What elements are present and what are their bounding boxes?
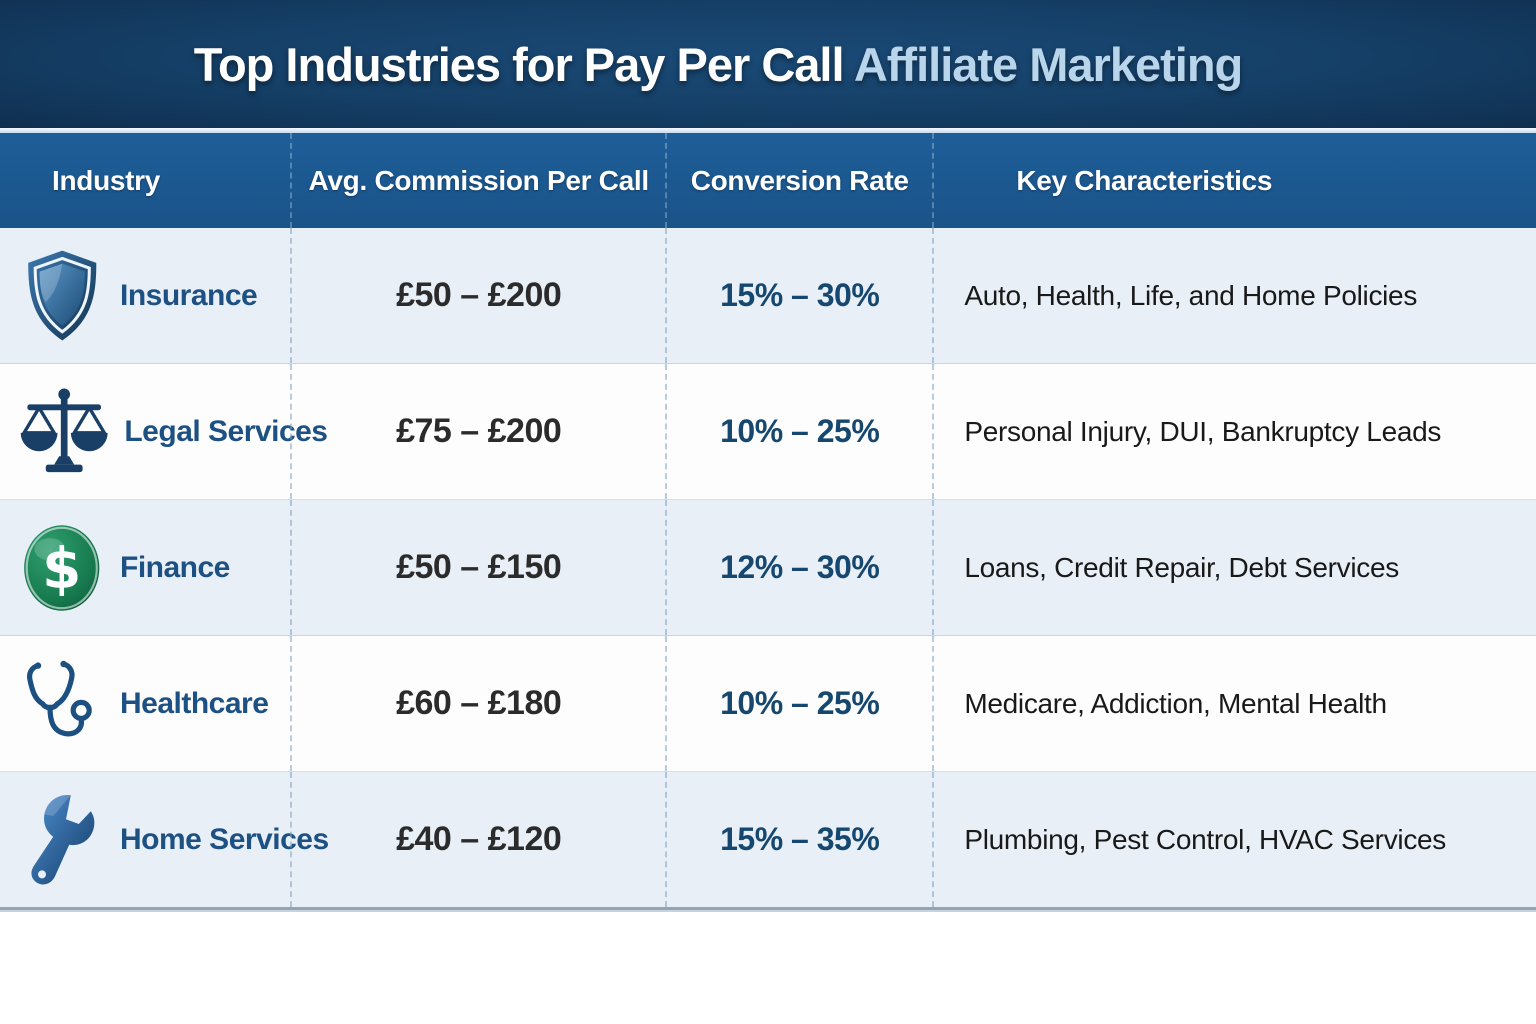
conversion-value: 15% – 35%	[665, 772, 932, 907]
column-header-industry: Industry	[52, 164, 161, 196]
characteristics-text: Plumbing, Pest Control, HVAC Services	[932, 772, 1536, 907]
characteristics-text: Personal Injury, DUI, Bankruptcy Leads	[932, 364, 1536, 499]
table-body: Insurance £50 – £200 15% – 30% Auto, Hea…	[0, 228, 1536, 910]
conversion-value: 10% – 25%	[665, 364, 932, 499]
conversion-value: 12% – 30%	[665, 500, 932, 635]
dollar-icon: $	[14, 521, 110, 615]
title-band: Top Industries for Pay Per Call Affiliat…	[0, 0, 1536, 128]
characteristics-text: Medicare, Addiction, Mental Health	[932, 636, 1536, 771]
table-row: Home Services £40 – £120 15% – 35% Plumb…	[0, 772, 1536, 910]
commission-value: £50 – £150	[290, 500, 665, 635]
table-header: Industry Avg. Commission Per Call Conver…	[0, 133, 1536, 228]
header-top-strip	[0, 128, 1536, 133]
column-header-conversion: Conversion Rate	[665, 133, 932, 228]
industry-cell: Healthcare	[0, 636, 290, 771]
column-header-characteristics: Key Characteristics	[932, 133, 1536, 228]
page-title: Top Industries for Pay Per Call Affiliat…	[193, 37, 1244, 92]
conversion-value: 15% – 30%	[665, 228, 932, 363]
characteristics-text: Auto, Health, Life, and Home Policies	[932, 228, 1536, 363]
industry-cell: Home Services	[0, 772, 329, 907]
industry-name: Home Services	[120, 822, 329, 856]
column-header-commission: Avg. Commission Per Call	[290, 133, 665, 228]
industry-name: Insurance	[120, 278, 258, 312]
commission-value: £50 – £200	[290, 228, 665, 363]
svg-text:$: $	[42, 536, 81, 601]
industry-cell: Legal Services	[0, 364, 328, 499]
scales-icon	[14, 386, 114, 478]
commission-value: £40 – £120	[290, 772, 665, 907]
industry-cell: Insurance	[0, 228, 290, 363]
industry-name: Healthcare	[120, 686, 269, 720]
commission-value: £75 – £200	[290, 364, 665, 499]
industry-cell: $ Finance	[0, 500, 290, 635]
table-row: $ Finance £50 – £150 12% – 30% Loans, Cr…	[0, 500, 1536, 636]
table-row: Insurance £50 – £200 15% – 30% Auto, Hea…	[0, 228, 1536, 364]
characteristics-text: Loans, Credit Repair, Debt Services	[932, 500, 1536, 635]
commission-value: £60 – £180	[290, 636, 665, 771]
table-row: Healthcare £60 – £180 10% – 25% Medicare…	[0, 636, 1536, 772]
industry-name: Finance	[120, 550, 230, 584]
industry-name: Legal Services	[124, 414, 328, 448]
wrench-icon	[14, 792, 110, 888]
title-accent: Affiliate Marketing	[853, 37, 1243, 91]
shield-icon	[14, 248, 110, 344]
conversion-value: 10% – 25%	[665, 636, 932, 771]
table-row: Legal Services £75 – £200 10% – 25% Pers…	[0, 364, 1536, 500]
stethoscope-icon	[14, 656, 110, 752]
title-main: Top Industries for Pay Per Call	[193, 37, 854, 91]
